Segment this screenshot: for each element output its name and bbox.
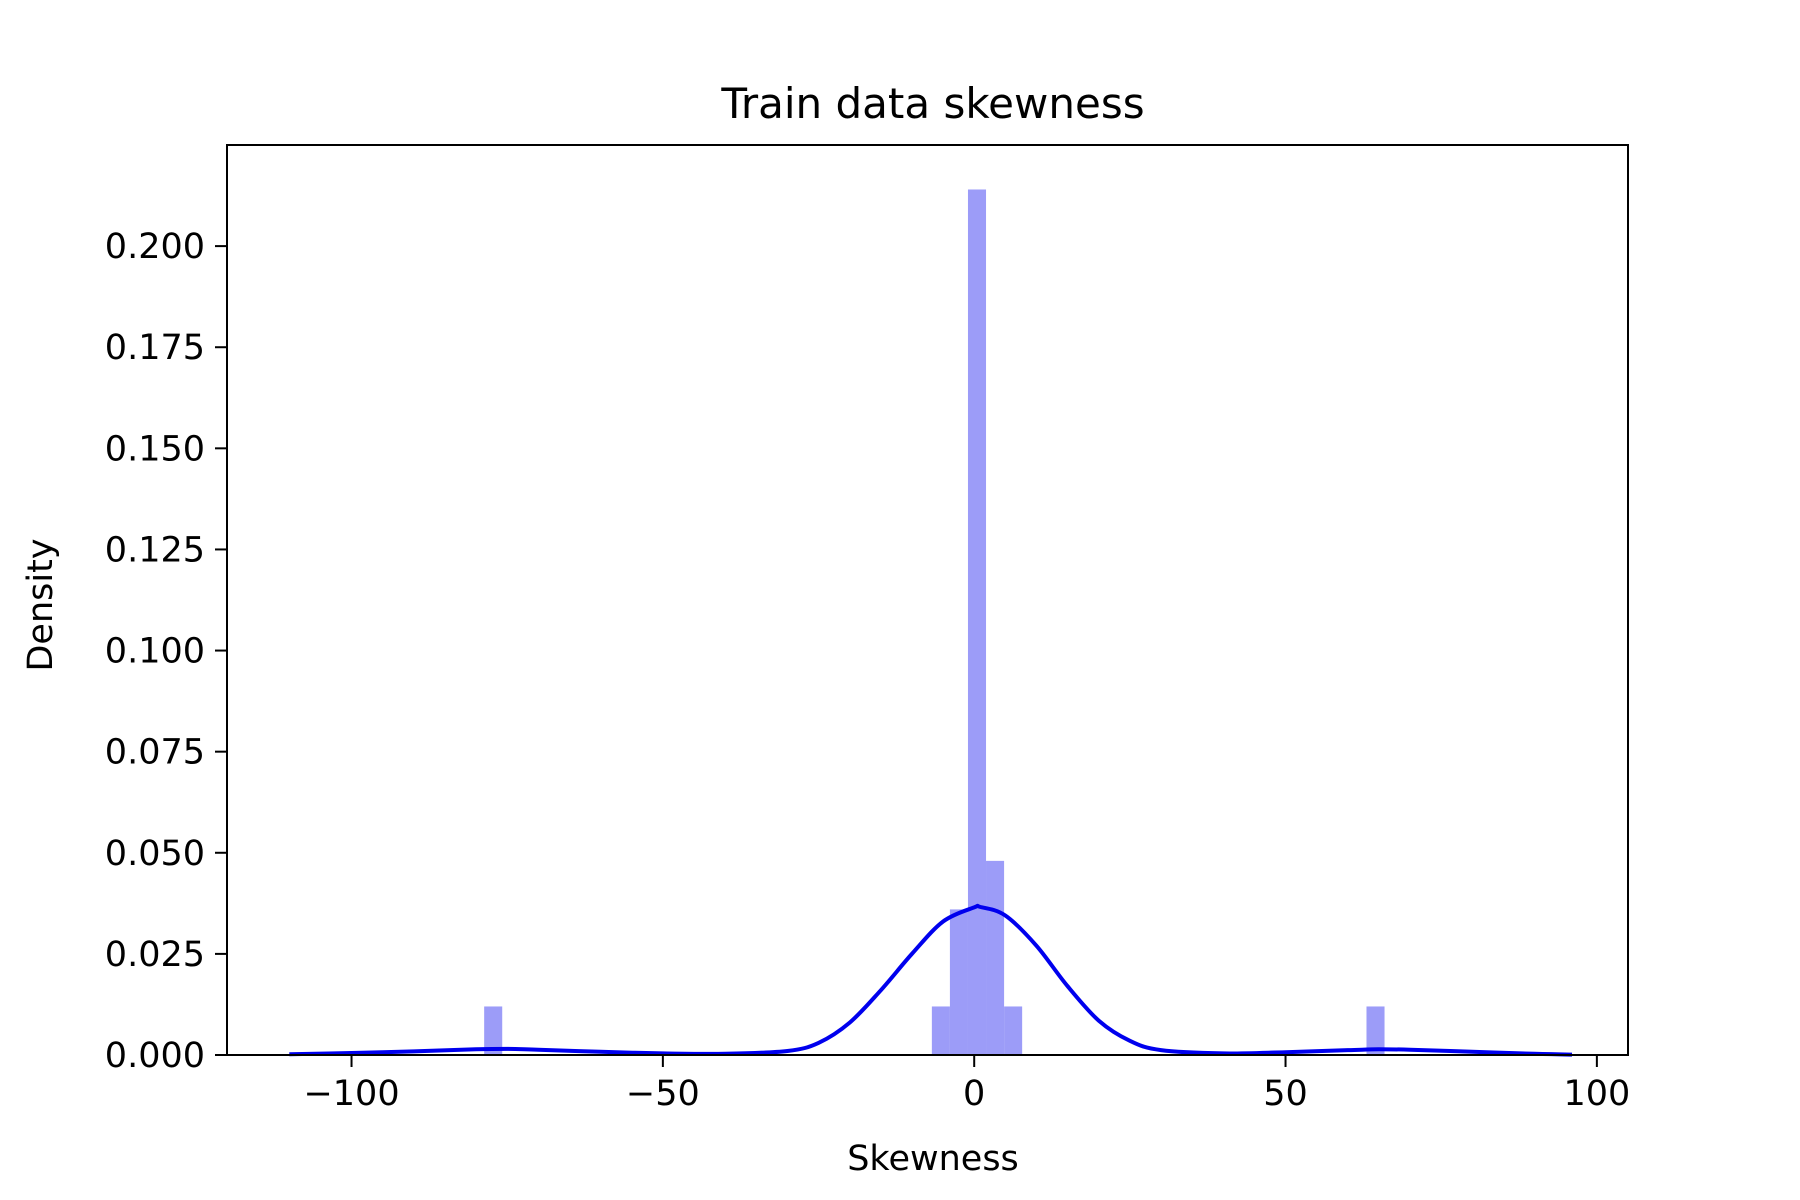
y-axis-ticks: 0.000 0.025 0.050 0.075 0.100 0.125 0.150 0.175…	[105, 227, 227, 1076]
chart-title: Train data skewness	[720, 79, 1144, 128]
histogram-bar-4	[986, 860, 1005, 1055]
y-tick-label: 0.125	[105, 530, 205, 570]
x-axis-label: Skewness	[847, 1139, 1019, 1179]
y-tick-label: 0.075	[105, 733, 205, 773]
y-tick-label: 0.025	[105, 935, 205, 975]
histogram-bar-0	[484, 1006, 503, 1055]
x-axis-ticks: −100 −50 0 50 100	[303, 1055, 1630, 1114]
y-tick-label: 0.150	[105, 429, 205, 469]
x-tick-label: 50	[1263, 1074, 1308, 1114]
kde-line	[289, 903, 1573, 1057]
histogram-bar-1	[931, 1006, 950, 1055]
histogram-bar-5	[1004, 1006, 1023, 1055]
y-tick-label: 0.000	[105, 1036, 205, 1076]
x-tick-label: −100	[303, 1074, 399, 1114]
x-tick-label: 0	[963, 1074, 985, 1114]
y-axis-label: Density	[21, 538, 61, 671]
histogram-bar-3	[967, 189, 987, 1055]
histogram-bars	[484, 189, 1385, 1055]
plot-frame	[226, 144, 1629, 1056]
kde-curve-layer	[289, 903, 1573, 1057]
histogram-bar-2	[949, 909, 968, 1055]
histogram-bar-6	[1366, 1006, 1385, 1055]
y-tick-label: 0.175	[105, 328, 205, 368]
x-tick-label: 100	[1563, 1074, 1630, 1114]
y-tick-label: 0.100	[105, 632, 205, 672]
y-tick-label: 0.050	[105, 834, 205, 874]
y-tick-label: 0.200	[105, 227, 205, 267]
x-tick-label: −50	[626, 1074, 700, 1114]
